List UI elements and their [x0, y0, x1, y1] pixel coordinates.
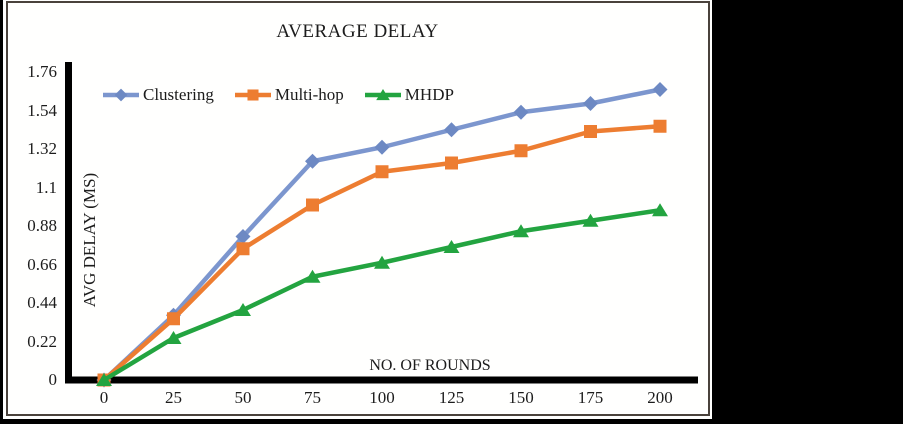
series-marker-clustering [305, 153, 320, 169]
y-tick-label: 0.22 [27, 331, 57, 351]
series-marker-multi-hop [167, 312, 180, 326]
series-marker-clustering [583, 96, 598, 111]
legend: Clustering Multi-hop MHDP [103, 85, 454, 105]
legend-item-clustering: Clustering [103, 85, 214, 105]
legend-marker-diamond-icon [114, 88, 128, 102]
x-tick-label: 50 [234, 388, 252, 407]
series-line-multi-hop [102, 124, 661, 382]
series-marker-multi-hop [375, 165, 389, 179]
series-marker-clustering [444, 122, 459, 138]
y-tick-label: 0.66 [27, 254, 57, 274]
y-axis-label: AVG DELAY (MS) [80, 172, 99, 308]
series-marker-clustering [652, 82, 668, 97]
series-marker-mhdp [652, 203, 668, 217]
chart-panel: AVERAGE DELAY Clustering Multi-hop MHDP AV… [3, 0, 712, 419]
series-marker-clustering [374, 139, 390, 155]
x-tick-label: 175 [577, 388, 604, 407]
series-marker-multi-hop [445, 156, 458, 170]
series-marker-multi-hop [236, 242, 250, 256]
y-tick-label: 1.1 [35, 177, 57, 197]
series-marker-multi-hop [306, 198, 319, 212]
x-tick-label: 75 [304, 388, 321, 407]
series-marker-mhdp [96, 373, 112, 386]
legend-label: MHDP [404, 85, 454, 104]
x-tick-label: 200 [647, 388, 673, 407]
x-tick-label: 125 [438, 388, 465, 407]
legend-item-multi-hop: Multi-hop [234, 85, 344, 105]
series-marker-mhdp [165, 331, 182, 344]
series-marker-mhdp [304, 269, 321, 283]
x-axis-label: NO. OF ROUNDS [369, 357, 491, 374]
series-marker-mhdp [374, 255, 390, 269]
legend-marker-triangle-icon [375, 89, 390, 101]
series-marker-mhdp [582, 213, 599, 227]
chart-title: AVERAGE DELAY [276, 21, 439, 42]
legend-item-mhdp: MHDP [364, 85, 454, 105]
series-marker-multi-hop [584, 125, 597, 138]
series-marker-mhdp [513, 224, 529, 238]
series-line-mhdp [102, 208, 661, 382]
series-marker-clustering [235, 229, 251, 244]
y-tick-label: 0.44 [27, 293, 57, 312]
x-tick-label: 25 [165, 388, 182, 407]
y-tick-label: 1.76 [27, 62, 57, 81]
x-tick-label: 150 [508, 388, 534, 407]
series-marker-multi-hop [653, 119, 667, 133]
series-marker-clustering [513, 104, 529, 120]
legend-swatch-square-icon [234, 89, 271, 101]
y-tick-label: 0 [48, 370, 58, 389]
y-tick-label: 1.54 [27, 100, 57, 120]
legend-swatch-diamond-icon [103, 88, 139, 102]
plot-svg [65, 62, 698, 388]
legend-swatch-triangle-icon [364, 89, 401, 101]
legend-marker-square-icon [247, 89, 259, 101]
series-marker-mhdp [443, 240, 460, 253]
y-tick-label: 0.88 [27, 216, 57, 235]
y-tick-label: 1.32 [27, 139, 57, 158]
x-tick-label: 100 [369, 388, 395, 407]
legend-label: Multi-hop [274, 85, 344, 104]
series-marker-mhdp [235, 303, 251, 316]
legend-label: Clustering [143, 85, 214, 104]
x-tick-label: 0 [99, 388, 109, 407]
series-marker-multi-hop [514, 144, 528, 158]
